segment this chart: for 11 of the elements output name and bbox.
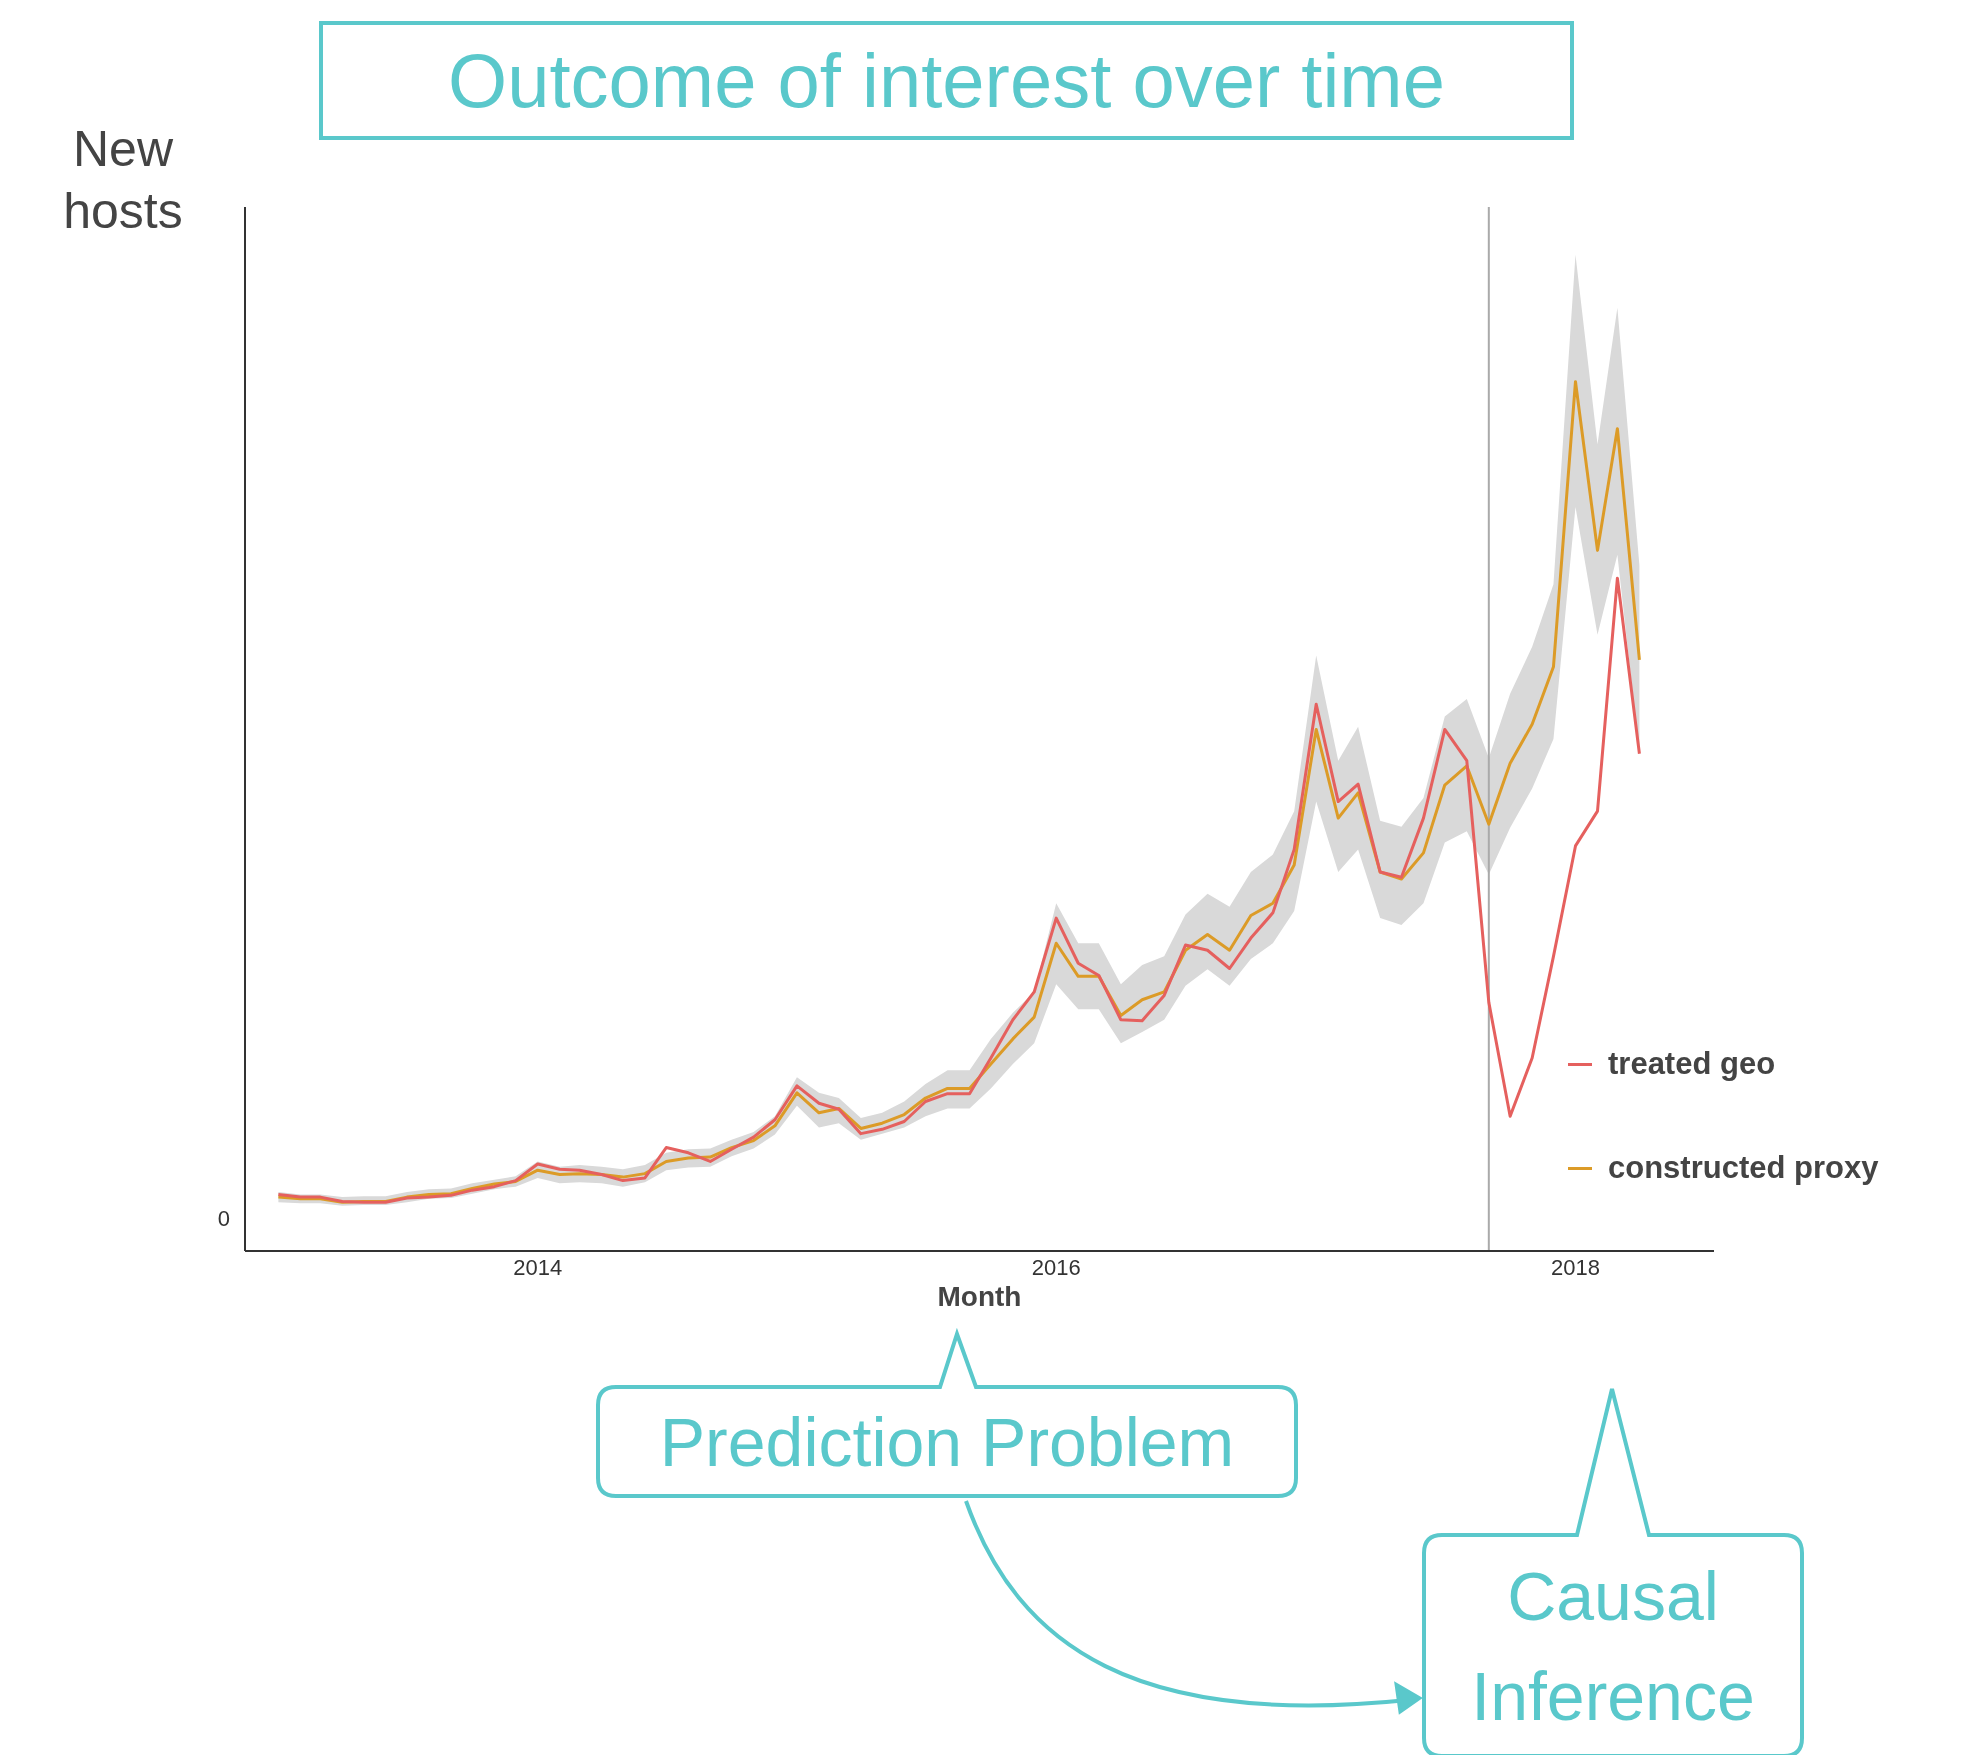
text: 0 [216,1206,230,1232]
x-tick-label: 2016 [1031,1254,1081,1280]
text: Causal Inference [1470,1556,1756,1736]
x-tick-label: 2014 [513,1254,563,1280]
legend-label: constructed proxy [1608,1150,1879,1186]
legend-label: treated geo [1608,1046,1776,1082]
y-axis-title: New hosts [62,120,184,241]
text: Prediction Problem [658,1402,1236,1482]
x-axis-title: Month [936,1281,1023,1313]
x-tick-label: 2018 [1551,1254,1600,1280]
chart-title: Outcome of interest over time [319,21,1574,140]
